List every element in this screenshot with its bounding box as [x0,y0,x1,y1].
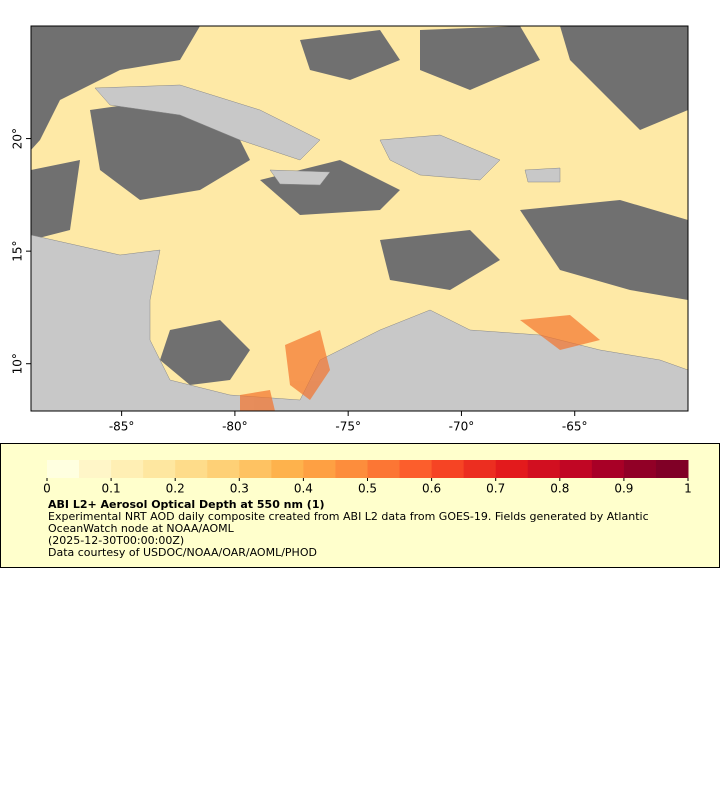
colorbar-segment [143,460,176,478]
x-tick-label: -80° [222,420,248,434]
colorbar-segment [527,460,561,478]
high-aod-patches [240,315,600,411]
colorbar-segment [431,460,465,478]
colorbar-tick-label: 0.2 [166,482,185,496]
legend-description: Experimental NRT AOD daily composite cre… [48,510,649,535]
colorbar-tick-label: 1 [684,482,692,496]
colorbar-segment [47,460,80,478]
colorbar-tick-label: 0.1 [102,482,121,496]
colorbar-tick-label: 0.3 [230,482,249,496]
colorbar-tick-label: 0.9 [614,482,633,496]
colorbar-segment [111,460,144,478]
map-image [30,25,689,412]
x-tick-label: -85° [109,420,135,434]
colorbar-segment [175,460,208,478]
legend-title: ABI L2+ Aerosol Optical Depth at 550 nm … [48,498,325,511]
x-tick-label: -75° [335,420,361,434]
colorbar-segment [79,460,112,478]
colorbar-tick-label: 0.6 [422,482,441,496]
colorbar-segment [271,460,304,478]
y-tick-label: 15° [11,241,25,262]
y-tick-label: 20° [11,128,25,149]
colorbar-segment [495,460,529,478]
map-frame [30,25,689,412]
colorbar-segment [335,460,368,478]
colorbar-segment [239,460,272,478]
y-tick-label: 10° [11,353,25,374]
colorbar-segment [207,460,240,478]
colorbar-segment [463,460,497,478]
colorbar-segment [655,460,689,478]
colorbar-tick-label: 0.5 [358,482,377,496]
legend-credit: Data courtesy of USDOC/NOAA/OAR/AOML/PHO… [48,546,317,559]
x-tick-label: -65° [562,420,588,434]
colorbar-segment [559,460,593,478]
colorbar-segment [591,460,625,478]
legend-text: ABI L2+ Aerosol Optical Depth at 550 nm … [48,499,688,559]
colorbar-tick-label: 0.7 [486,482,505,496]
colorbar-segment [623,460,657,478]
colorbar-tick-label: 0.8 [550,482,569,496]
colorbar-tick-label: 0.4 [294,482,313,496]
colorbar-segment [399,460,433,478]
colorbar-segment [367,460,401,478]
land [30,84,689,412]
colorbar-tick-label: 0 [43,482,51,496]
legend-time: (2025-12-30T00:00:00Z) [48,534,185,547]
colorbar-segment [303,460,336,478]
x-tick-label: -70° [449,420,475,434]
